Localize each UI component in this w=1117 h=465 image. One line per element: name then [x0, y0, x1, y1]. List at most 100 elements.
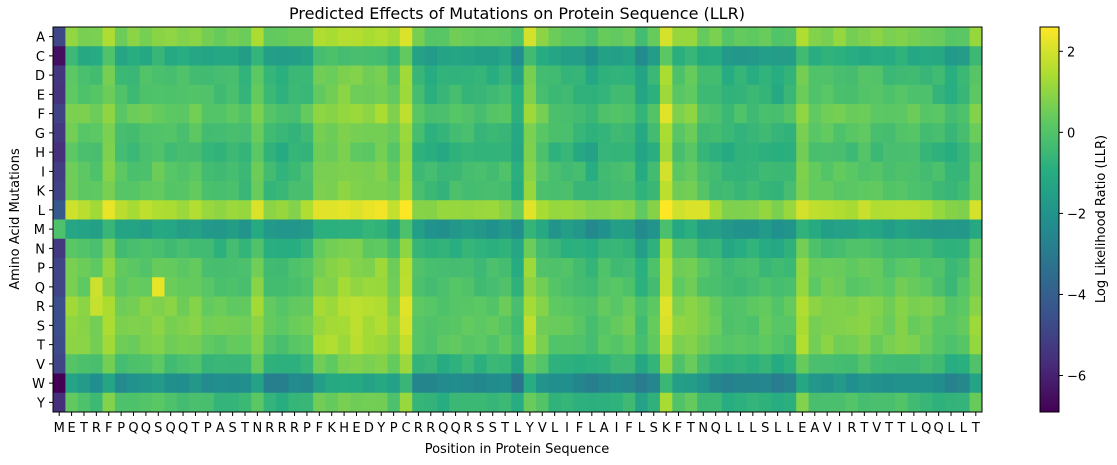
heatmap-cell [548, 142, 562, 163]
heatmap-cell [523, 123, 537, 143]
heatmap-cell [139, 65, 153, 86]
heatmap-cell [238, 200, 252, 220]
x-tick-label: I [565, 421, 569, 436]
heatmap-cell [622, 296, 636, 317]
heatmap-cell [548, 258, 562, 278]
heatmap-cell [895, 200, 909, 220]
heatmap-cell [325, 277, 339, 297]
heatmap-cell [337, 123, 351, 143]
x-tick-label: T [897, 421, 906, 436]
heatmap-cell [573, 373, 587, 394]
heatmap-cell [337, 335, 351, 355]
heatmap-cell [325, 238, 339, 259]
heatmap-cell [969, 373, 983, 394]
heatmap-cell [313, 84, 326, 105]
heatmap-cell [226, 27, 240, 47]
heatmap-cell [461, 296, 475, 317]
heatmap-cell [858, 392, 871, 413]
heatmap-cell [932, 373, 946, 394]
heatmap-cell [684, 123, 698, 143]
heatmap-cell [771, 27, 785, 47]
heatmap-cell [375, 200, 388, 220]
heatmap-cell [102, 181, 116, 201]
heatmap-cell [226, 104, 240, 124]
heatmap-cell [759, 123, 772, 143]
heatmap-cell [845, 354, 859, 374]
heatmap-cell [288, 296, 302, 317]
heatmap-cell [771, 46, 785, 66]
heatmap-cell [895, 123, 909, 143]
heatmap-cell [783, 27, 797, 47]
heatmap-cell [796, 392, 809, 413]
heatmap-cell [783, 296, 797, 317]
heatmap-cell [573, 104, 587, 124]
heatmap-cell [251, 104, 264, 124]
heatmap-cell [647, 219, 661, 240]
heatmap-cell [238, 123, 252, 143]
heatmap-cell [820, 238, 834, 259]
heatmap-cell [325, 181, 339, 201]
heatmap-cell [362, 277, 376, 297]
heatmap-cell [573, 181, 587, 201]
heatmap-cell [53, 65, 66, 86]
heatmap-cell [858, 65, 871, 86]
heatmap-cell [622, 65, 636, 86]
heatmap-cell [214, 161, 227, 182]
heatmap-cell [957, 335, 971, 355]
heatmap-cell [53, 315, 66, 336]
heatmap-cell [214, 142, 227, 163]
x-tick-label: K [327, 421, 336, 436]
heatmap-cell [412, 104, 425, 124]
heatmap-cell [424, 296, 438, 317]
heatmap-cell [65, 65, 79, 86]
heatmap-cell [399, 373, 413, 394]
heatmap-cell [275, 65, 289, 86]
heatmap-cell [226, 65, 240, 86]
heatmap-cell [176, 84, 190, 105]
heatmap-cell [300, 181, 314, 201]
heatmap-cell [201, 315, 215, 336]
heatmap-cell [746, 181, 760, 201]
heatmap-cell [858, 123, 871, 143]
heatmap-cell [288, 200, 302, 220]
heatmap-cell [920, 296, 933, 317]
heatmap-cell [598, 354, 611, 374]
heatmap-cell [721, 335, 735, 355]
heatmap-cell [474, 238, 487, 259]
heatmap-cell [833, 104, 847, 124]
heatmap-cell [721, 161, 735, 182]
heatmap-cell [882, 392, 896, 413]
heatmap-cell [684, 142, 698, 163]
heatmap-cell [238, 392, 252, 413]
heatmap-cell [127, 27, 141, 47]
heatmap-cell [536, 219, 549, 240]
heatmap-cell [251, 200, 264, 220]
heatmap-cell [412, 219, 425, 240]
heatmap-cell [424, 219, 438, 240]
x-tick-label: C [401, 421, 410, 436]
heatmap-cell [362, 238, 376, 259]
heatmap-cell [263, 46, 277, 66]
heatmap-cell [275, 277, 289, 297]
heatmap-cell [573, 46, 587, 66]
heatmap-cell [399, 354, 413, 374]
heatmap-cell [858, 296, 871, 317]
heatmap-cell [944, 258, 958, 278]
x-tick-label: T [859, 421, 868, 436]
heatmap-cell [808, 142, 822, 163]
heatmap-cell [858, 335, 871, 355]
heatmap-cell [734, 296, 748, 317]
heatmap-cell [375, 335, 388, 355]
heatmap-cell [635, 373, 648, 394]
heatmap-cell [387, 27, 401, 47]
heatmap-cell [647, 258, 661, 278]
heatmap-cell [833, 65, 847, 86]
heatmap-cell [65, 296, 79, 317]
heatmap-cell [288, 46, 302, 66]
heatmap-cell [920, 373, 933, 394]
heatmap-cell [783, 65, 797, 86]
heatmap-cell [498, 84, 512, 105]
heatmap-cell [647, 181, 661, 201]
heatmap-cell [560, 296, 574, 317]
heatmap-cell [548, 392, 562, 413]
